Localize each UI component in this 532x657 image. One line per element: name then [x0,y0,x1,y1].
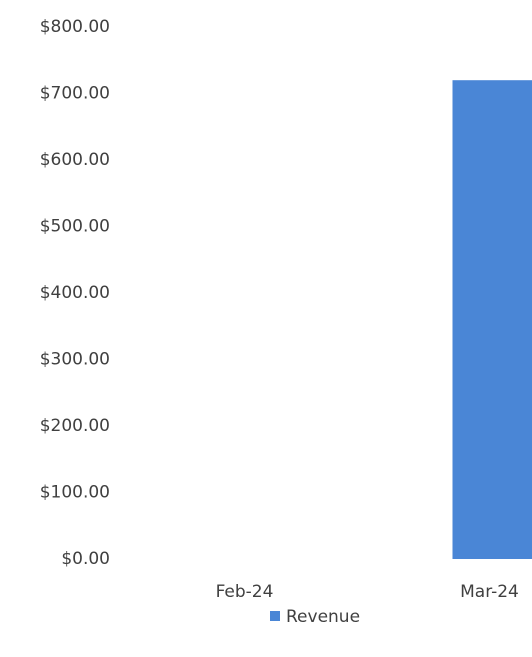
y-tick-label: $300.00 [40,350,110,370]
y-tick-label: $500.00 [40,217,110,237]
x-tick-label: Mar-24 [460,582,519,602]
y-tick-label: $800.00 [40,17,110,37]
bar [452,80,532,559]
y-tick-label: $200.00 [40,416,110,436]
legend-swatch [270,611,280,621]
y-tick-label: $400.00 [40,283,110,303]
x-tick-label: Feb-24 [216,582,274,602]
y-tick-label: $600.00 [40,150,110,170]
y-tick-label: $100.00 [40,483,110,503]
legend-label: Revenue [286,607,360,627]
y-tick-label: $0.00 [61,549,110,569]
y-tick-label: $700.00 [40,84,110,104]
